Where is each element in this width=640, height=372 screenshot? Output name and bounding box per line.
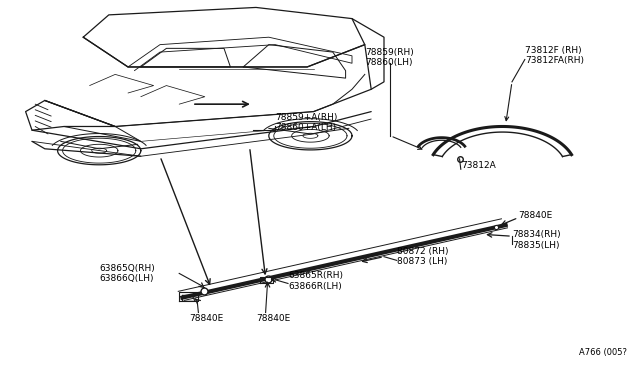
Text: 63865Q(RH)
63866Q(LH): 63865Q(RH) 63866Q(LH)	[99, 264, 155, 283]
Text: 78859+A(RH)
78860+A(LH): 78859+A(RH) 78860+A(LH)	[275, 113, 337, 132]
Text: 73812F (RH)
73812FA(RH): 73812F (RH) 73812FA(RH)	[525, 46, 584, 65]
Text: 78840E: 78840E	[256, 314, 291, 323]
Text: A766 (005?: A766 (005?	[579, 348, 627, 357]
Text: 80872 (RH)
80873 (LH): 80872 (RH) 80873 (LH)	[397, 247, 448, 266]
Text: 63865R(RH)
63866R(LH): 63865R(RH) 63866R(LH)	[288, 271, 343, 291]
Text: 78834(RH)
78835(LH): 78834(RH) 78835(LH)	[512, 230, 561, 250]
Text: 78859(RH)
78860(LH): 78859(RH) 78860(LH)	[365, 48, 413, 67]
Text: 78840E: 78840E	[189, 314, 223, 323]
Text: 73812A: 73812A	[461, 161, 495, 170]
Text: 78840E: 78840E	[518, 211, 553, 220]
